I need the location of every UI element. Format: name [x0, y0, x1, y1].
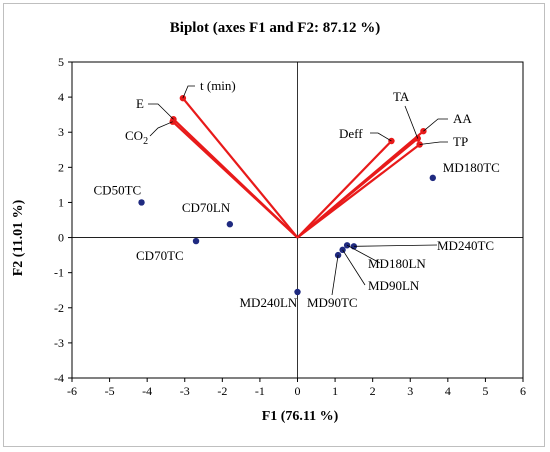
observation-label: MD180LN: [368, 256, 426, 271]
variable-label: t (min): [200, 78, 236, 93]
y-tick-label: 3: [58, 125, 64, 139]
observation-label-leader: [331, 255, 339, 296]
observation-label: MD90LN: [368, 278, 420, 293]
observation-point: [429, 174, 436, 182]
observation-label: MD240LN: [240, 295, 298, 310]
observation-point: [226, 221, 234, 228]
variable-vector: [296, 130, 425, 239]
variable-label-leader: [423, 118, 448, 132]
observation-point: [192, 237, 200, 245]
variable-vector: [171, 120, 299, 239]
x-tick-label: 0: [295, 384, 301, 398]
variable-label-leader: [182, 85, 195, 99]
x-tick-label: 4: [445, 384, 451, 398]
observation-label: CD70LN: [182, 200, 231, 215]
variable-label: E: [136, 96, 144, 111]
y-tick-label: -1: [54, 266, 64, 280]
x-tick-label: -4: [142, 384, 152, 398]
x-tick-label: 5: [482, 384, 488, 398]
y-tick-label: 1: [58, 195, 64, 209]
y-tick-label: 0: [58, 231, 64, 245]
x-tick-label: 1: [332, 384, 338, 398]
variable-label-leader: [370, 132, 392, 142]
chart-frame: [3, 3, 545, 447]
plot-area: -6 -5 -4 -3 -2 -1 0 1 2 3 4 5 6 5 4 3 2 1 0 -1 -2 -3 -4 CD50TC C…: [54, 55, 526, 398]
y-tick-label: 4: [58, 90, 64, 104]
observation-label: CD70TC: [136, 248, 184, 263]
variable-label-subscript: 2: [143, 136, 148, 147]
y-tick-label: 5: [58, 55, 64, 69]
variable-label-leader: [148, 103, 174, 120]
y-axis-title: F2 (11.01 %): [11, 199, 26, 276]
y-tick-label: -3: [54, 336, 64, 350]
y-tick-label: -4: [54, 371, 64, 385]
variable-label-leader: [149, 121, 173, 137]
x-tick-label: 6: [520, 384, 526, 398]
variable-label: Deff: [339, 126, 363, 141]
observation-label: MD240TC: [437, 238, 494, 253]
x-tick-label: -2: [217, 384, 227, 398]
x-tick-label: -1: [255, 384, 265, 398]
x-axis-title: F1 (76.11 %): [262, 409, 339, 424]
variable-vector: [296, 140, 393, 239]
observation-point: [339, 246, 346, 254]
observation-label-leader: [342, 249, 366, 286]
y-tick-label: -2: [54, 301, 64, 315]
observation-label-leader: [353, 244, 438, 247]
variable-label-leader: [419, 141, 448, 145]
observation-label: MD180TC: [443, 160, 500, 175]
observation-point: [138, 199, 145, 206]
y-tick-label: 2: [58, 160, 64, 174]
variable-vector: [296, 143, 421, 239]
variable-label: CO2: [125, 128, 148, 147]
chart-title: Biplot (axes F1 and F2: 87.12 %): [170, 20, 380, 36]
x-tick-label: 3: [407, 384, 413, 398]
x-tick-label: -6: [67, 384, 77, 398]
variable-label: AA: [453, 111, 472, 126]
x-tick-label: -3: [180, 384, 190, 398]
observation-point: [294, 288, 301, 296]
variable-label: TA: [393, 89, 410, 104]
variable-vector: [182, 97, 299, 239]
x-tick-label: 2: [370, 384, 376, 398]
observation-label: CD50TC: [94, 182, 142, 197]
x-tick-label: -5: [105, 384, 115, 398]
observation-label-leader: [346, 244, 381, 264]
variable-label: TP: [453, 134, 468, 149]
variable-label-leader: [404, 105, 419, 139]
observation-label: MD90TC: [307, 295, 358, 310]
variable-point: [416, 141, 423, 148]
